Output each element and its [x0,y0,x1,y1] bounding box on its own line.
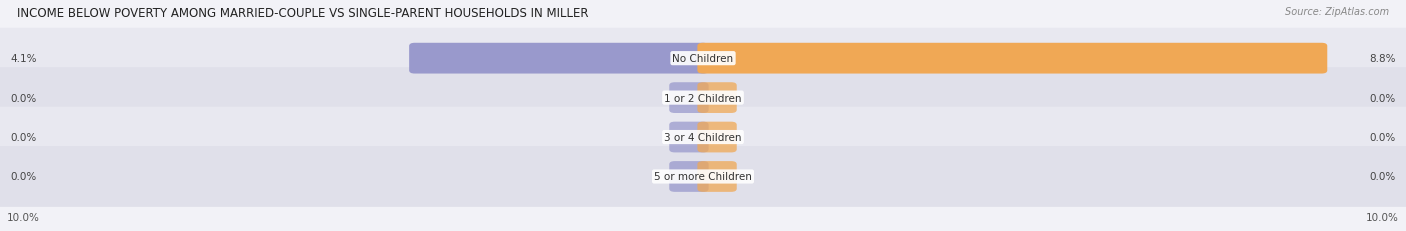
Text: 0.0%: 0.0% [11,172,37,182]
Text: INCOME BELOW POVERTY AMONG MARRIED-COUPLE VS SINGLE-PARENT HOUSEHOLDS IN MILLER: INCOME BELOW POVERTY AMONG MARRIED-COUPL… [17,7,588,20]
Text: Source: ZipAtlas.com: Source: ZipAtlas.com [1285,7,1389,17]
FancyBboxPatch shape [669,122,709,153]
FancyBboxPatch shape [697,122,737,153]
FancyBboxPatch shape [0,29,1406,89]
FancyBboxPatch shape [409,44,709,74]
Text: 0.0%: 0.0% [1369,93,1395,103]
Text: 3 or 4 Children: 3 or 4 Children [664,132,742,143]
FancyBboxPatch shape [697,44,1327,74]
FancyBboxPatch shape [0,107,1406,168]
Text: 0.0%: 0.0% [1369,132,1395,143]
Text: 0.0%: 0.0% [11,132,37,143]
Text: 10.0%: 10.0% [1367,212,1399,222]
FancyBboxPatch shape [669,161,709,192]
FancyBboxPatch shape [697,161,737,192]
Text: 0.0%: 0.0% [1369,172,1395,182]
Text: 5 or more Children: 5 or more Children [654,172,752,182]
FancyBboxPatch shape [669,83,709,113]
Text: 8.8%: 8.8% [1369,54,1395,64]
FancyBboxPatch shape [0,68,1406,128]
Text: No Children: No Children [672,54,734,64]
Text: 0.0%: 0.0% [11,93,37,103]
FancyBboxPatch shape [697,83,737,113]
Text: 1 or 2 Children: 1 or 2 Children [664,93,742,103]
Text: 4.1%: 4.1% [11,54,37,64]
FancyBboxPatch shape [0,146,1406,207]
Text: 10.0%: 10.0% [7,212,39,222]
